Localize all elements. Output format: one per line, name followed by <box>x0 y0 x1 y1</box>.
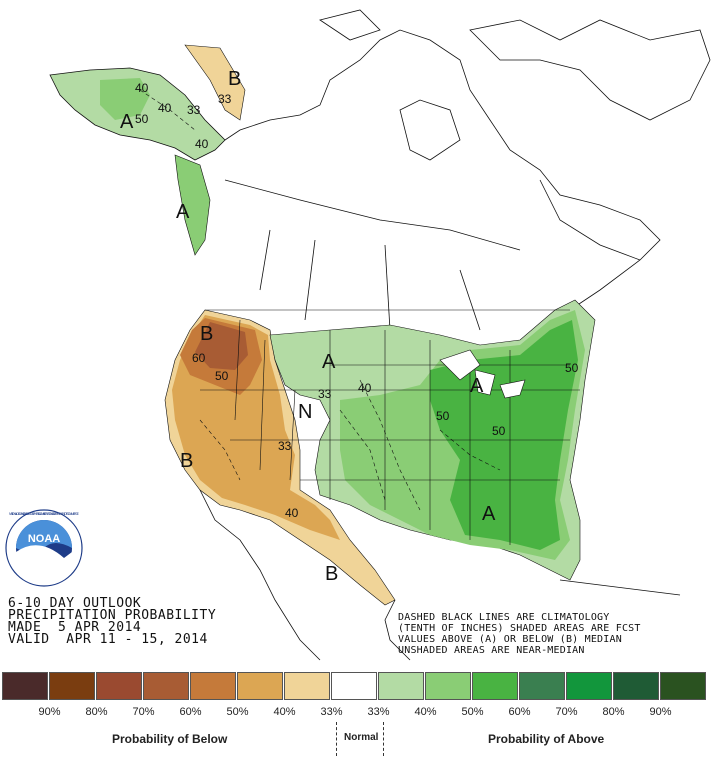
legend-swatch-13 <box>613 672 659 700</box>
map-label-alaska-40b: 40 <box>158 101 172 115</box>
legend-swatch-7 <box>331 672 377 700</box>
map-label-plains-40: 40 <box>358 381 372 395</box>
legend-swatch-10 <box>472 672 518 700</box>
canada-outline <box>224 9 711 331</box>
outlook-valid: VALID APR 11 - 15, 2014 <box>8 632 208 647</box>
legend-percent-3: 60% <box>179 706 202 718</box>
outlook-map: 40 40 33 33 40 50 A B A B 60 50 40 B 33 … <box>5 9 711 661</box>
outlook-subtitle: PRECIPITATION PROBABILITY <box>8 608 217 623</box>
legend-swatch-12 <box>566 672 612 700</box>
outlook-header: 6-10 DAY OUTLOOK PRECIPITATION PROBABILI… <box>8 596 217 647</box>
map-label-N: N <box>298 401 312 423</box>
outlook-note: DASHED BLACK LINES ARE CLIMATOLOGY (TENT… <box>398 612 641 656</box>
map-label-texas-B: B <box>325 563 338 585</box>
map-label-alaska-33b: 33 <box>218 92 232 106</box>
west-below-region <box>164 309 396 606</box>
noaa-logo: NOAA NATIONAL OCEANIC AND ATMOSPHERIC AD… <box>5 509 83 587</box>
legend-separator-right <box>383 722 384 756</box>
legend-swatch-9 <box>425 672 471 700</box>
legend-swatch-0 <box>2 672 48 700</box>
note-line4: UNSHADED AREAS ARE NEAR-MEDIAN <box>398 645 585 656</box>
legend-percent-6: 33% <box>320 706 343 718</box>
legend-swatch-3 <box>143 672 189 700</box>
note-line2: (TENTH OF INCHES) SHADED AREAS ARE FCST <box>398 623 641 634</box>
legend-percent-8: 40% <box>414 706 437 718</box>
map-label-east-50b: 50 <box>492 424 506 438</box>
legend-percent-7: 33% <box>367 706 390 718</box>
legend-below-label: Probability of Below <box>112 732 228 746</box>
legend-percent-11: 70% <box>555 706 578 718</box>
map-label-alaska-40c: 40 <box>195 137 209 151</box>
legend-swatch-14 <box>660 672 706 700</box>
mexico-outline <box>199 489 681 661</box>
outlook-title: 6-10 DAY OUTLOOK <box>8 596 142 611</box>
legend: 90% 80% 70% 60% 50% 40% 33% 33% 40% 50% 60% 70% 80% 9… <box>0 670 719 759</box>
legend-percent-10: 60% <box>508 706 531 718</box>
legend-above-label: Probability of Above <box>488 732 605 746</box>
legend-percent-4: 50% <box>226 706 249 718</box>
legend-normal-label: Normal <box>344 732 379 743</box>
legend-percent-1: 80% <box>85 706 108 718</box>
outlook-made: MADE 5 APR 2014 <box>8 620 142 635</box>
map-label-east-50c: 50 <box>565 361 579 375</box>
alaska-region <box>49 44 246 256</box>
legend-percent-0: 90% <box>38 706 61 718</box>
map-label-west-40: 40 <box>285 506 299 520</box>
map-label-east-A: A <box>470 375 484 397</box>
map-label-east-50a: 50 <box>436 409 450 423</box>
map-label-panhandle-A: A <box>176 201 190 223</box>
climatology-lines <box>139 89 501 511</box>
legend-percent-13: 90% <box>649 706 672 718</box>
legend-swatch-6 <box>284 672 330 700</box>
map-label-plains-A: A <box>322 351 336 373</box>
legend-percent-5: 40% <box>273 706 296 718</box>
legend-swatch-11 <box>519 672 565 700</box>
legend-swatch-1 <box>49 672 95 700</box>
map-label-southeast-A: A <box>482 503 496 525</box>
legend-percents: 90% 80% 70% 60% 50% 40% 33% 33% 40% 50% 60% 70% 80% 9… <box>2 706 684 718</box>
legend-percent-12: 80% <box>602 706 625 718</box>
legend-separator-left <box>336 722 337 756</box>
legend-percent-2: 70% <box>132 706 155 718</box>
map-label-great-basin-33: 33 <box>278 439 292 453</box>
note-line3: VALUES ABOVE (A) OR BELOW (B) MEDIAN <box>398 634 622 645</box>
map-label-plains-33: 33 <box>318 387 332 401</box>
legend-swatch-8 <box>378 672 424 700</box>
map-label-alaska-B: B <box>228 68 241 90</box>
map-label-alaska-33: 33 <box>187 103 201 117</box>
legend-swatch-5 <box>237 672 283 700</box>
map-label-west-B: B <box>180 450 193 472</box>
map-label-alaska-A: A <box>120 111 134 133</box>
noaa-logo-text: NOAA <box>28 533 60 545</box>
map-label-west-B-top: B <box>200 323 213 345</box>
map-label-west-60: 60 <box>192 351 206 365</box>
noaa-logo-ring: NATIONAL OCEANIC AND ATMOSPHERIC ADMINIS… <box>9 512 80 516</box>
note-line1: DASHED BLACK LINES ARE CLIMATOLOGY <box>398 612 610 623</box>
legend-swatches <box>2 672 707 700</box>
great-lakes <box>439 349 526 399</box>
legend-swatch-4 <box>190 672 236 700</box>
map-label-alaska-50: 50 <box>135 112 149 126</box>
legend-swatch-2 <box>96 672 142 700</box>
map-label-west-50: 50 <box>215 369 229 383</box>
map-label-alaska-40a: 40 <box>135 81 149 95</box>
legend-percent-9: 50% <box>461 706 484 718</box>
